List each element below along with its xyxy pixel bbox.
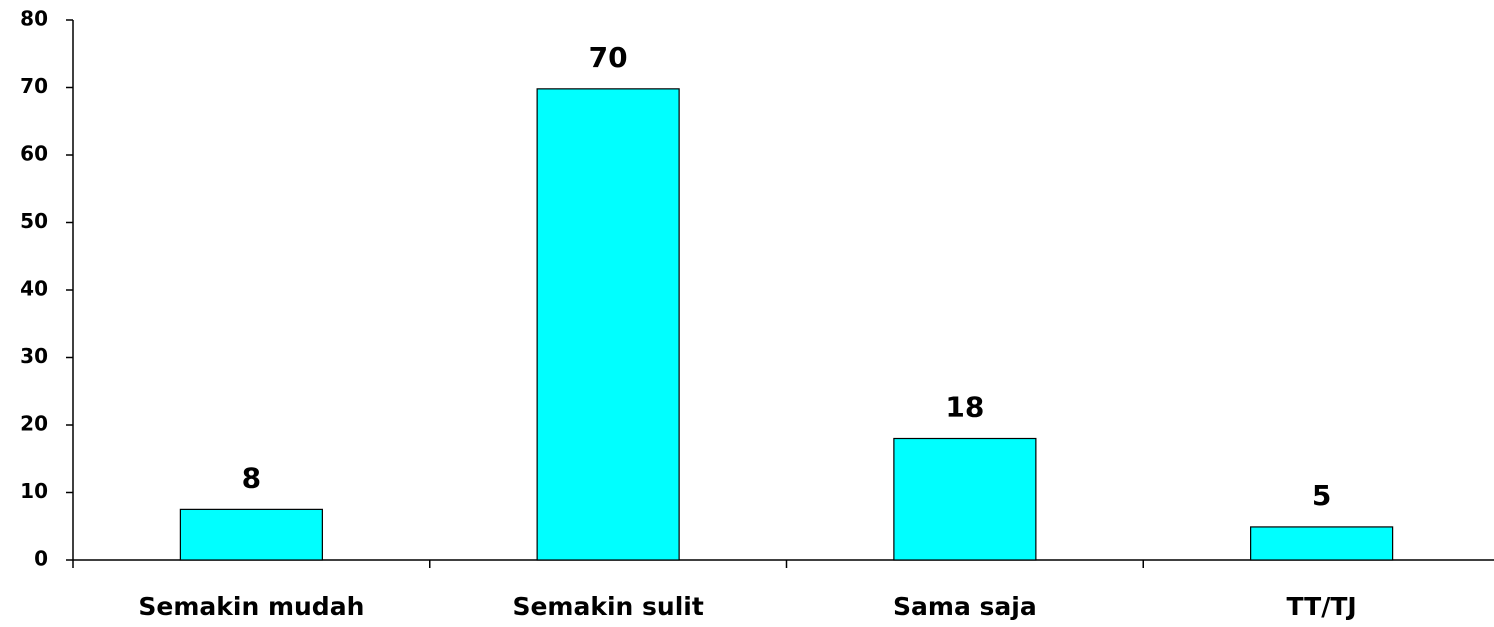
bar — [893, 437, 1037, 561]
y-tick-label: 10 — [20, 479, 48, 503]
y-tick-label: 80 — [20, 7, 48, 31]
x-tick-label: Semakin sulit — [512, 592, 703, 621]
value-label: 18 — [945, 391, 984, 424]
bar — [179, 508, 323, 561]
value-label: 8 — [242, 461, 261, 494]
y-tick-label: 70 — [20, 74, 48, 98]
value-label: 5 — [1312, 479, 1331, 512]
y-tick-label: 40 — [20, 277, 48, 301]
y-tick-label: 20 — [20, 412, 48, 436]
x-tick-label: TT/TJ — [1287, 592, 1357, 621]
value-label: 70 — [589, 41, 628, 74]
y-tick-label: 60 — [20, 142, 48, 166]
x-tick-label: Sama saja — [893, 592, 1037, 621]
y-tick-label: 30 — [20, 344, 48, 368]
y-tick-label: 50 — [20, 209, 48, 233]
x-tick-label: Semakin mudah — [138, 592, 364, 621]
bar — [1250, 526, 1394, 561]
bar — [536, 88, 680, 561]
y-tick-label: 0 — [34, 547, 48, 571]
